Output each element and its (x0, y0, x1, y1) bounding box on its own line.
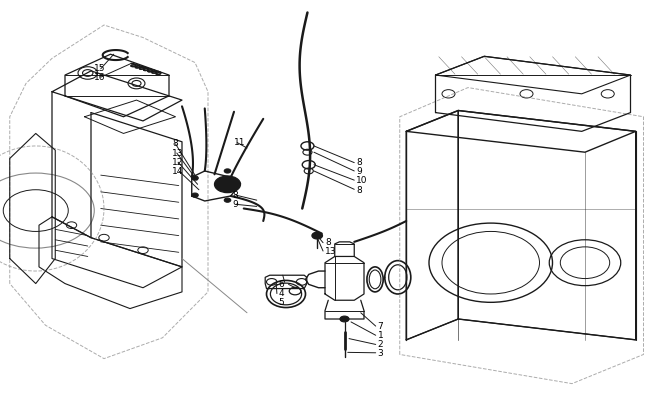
Text: 3: 3 (378, 349, 384, 358)
Text: 16: 16 (94, 73, 106, 82)
Text: 8: 8 (233, 191, 239, 200)
Text: 15: 15 (94, 64, 106, 73)
Text: 13: 13 (325, 247, 337, 256)
Text: 2: 2 (378, 340, 384, 349)
Circle shape (224, 198, 231, 202)
Text: 8: 8 (356, 186, 362, 195)
Text: 13: 13 (172, 148, 184, 158)
Circle shape (192, 193, 198, 197)
Text: 5: 5 (278, 298, 284, 307)
Text: 9: 9 (233, 200, 239, 209)
Circle shape (192, 176, 198, 180)
Text: 14: 14 (172, 167, 183, 176)
Text: 9: 9 (356, 167, 362, 176)
Text: 1: 1 (378, 331, 384, 340)
Circle shape (312, 232, 322, 239)
Text: 8: 8 (325, 238, 331, 247)
Text: 7: 7 (378, 322, 384, 331)
Circle shape (224, 169, 231, 173)
Text: 8: 8 (356, 158, 362, 167)
Text: 12: 12 (172, 158, 183, 167)
Text: 11: 11 (234, 138, 246, 147)
Circle shape (214, 176, 240, 193)
Text: 10: 10 (356, 176, 368, 186)
Text: 6: 6 (278, 280, 284, 289)
Text: 4: 4 (278, 289, 284, 298)
Text: 8: 8 (172, 139, 178, 148)
Circle shape (340, 316, 349, 322)
